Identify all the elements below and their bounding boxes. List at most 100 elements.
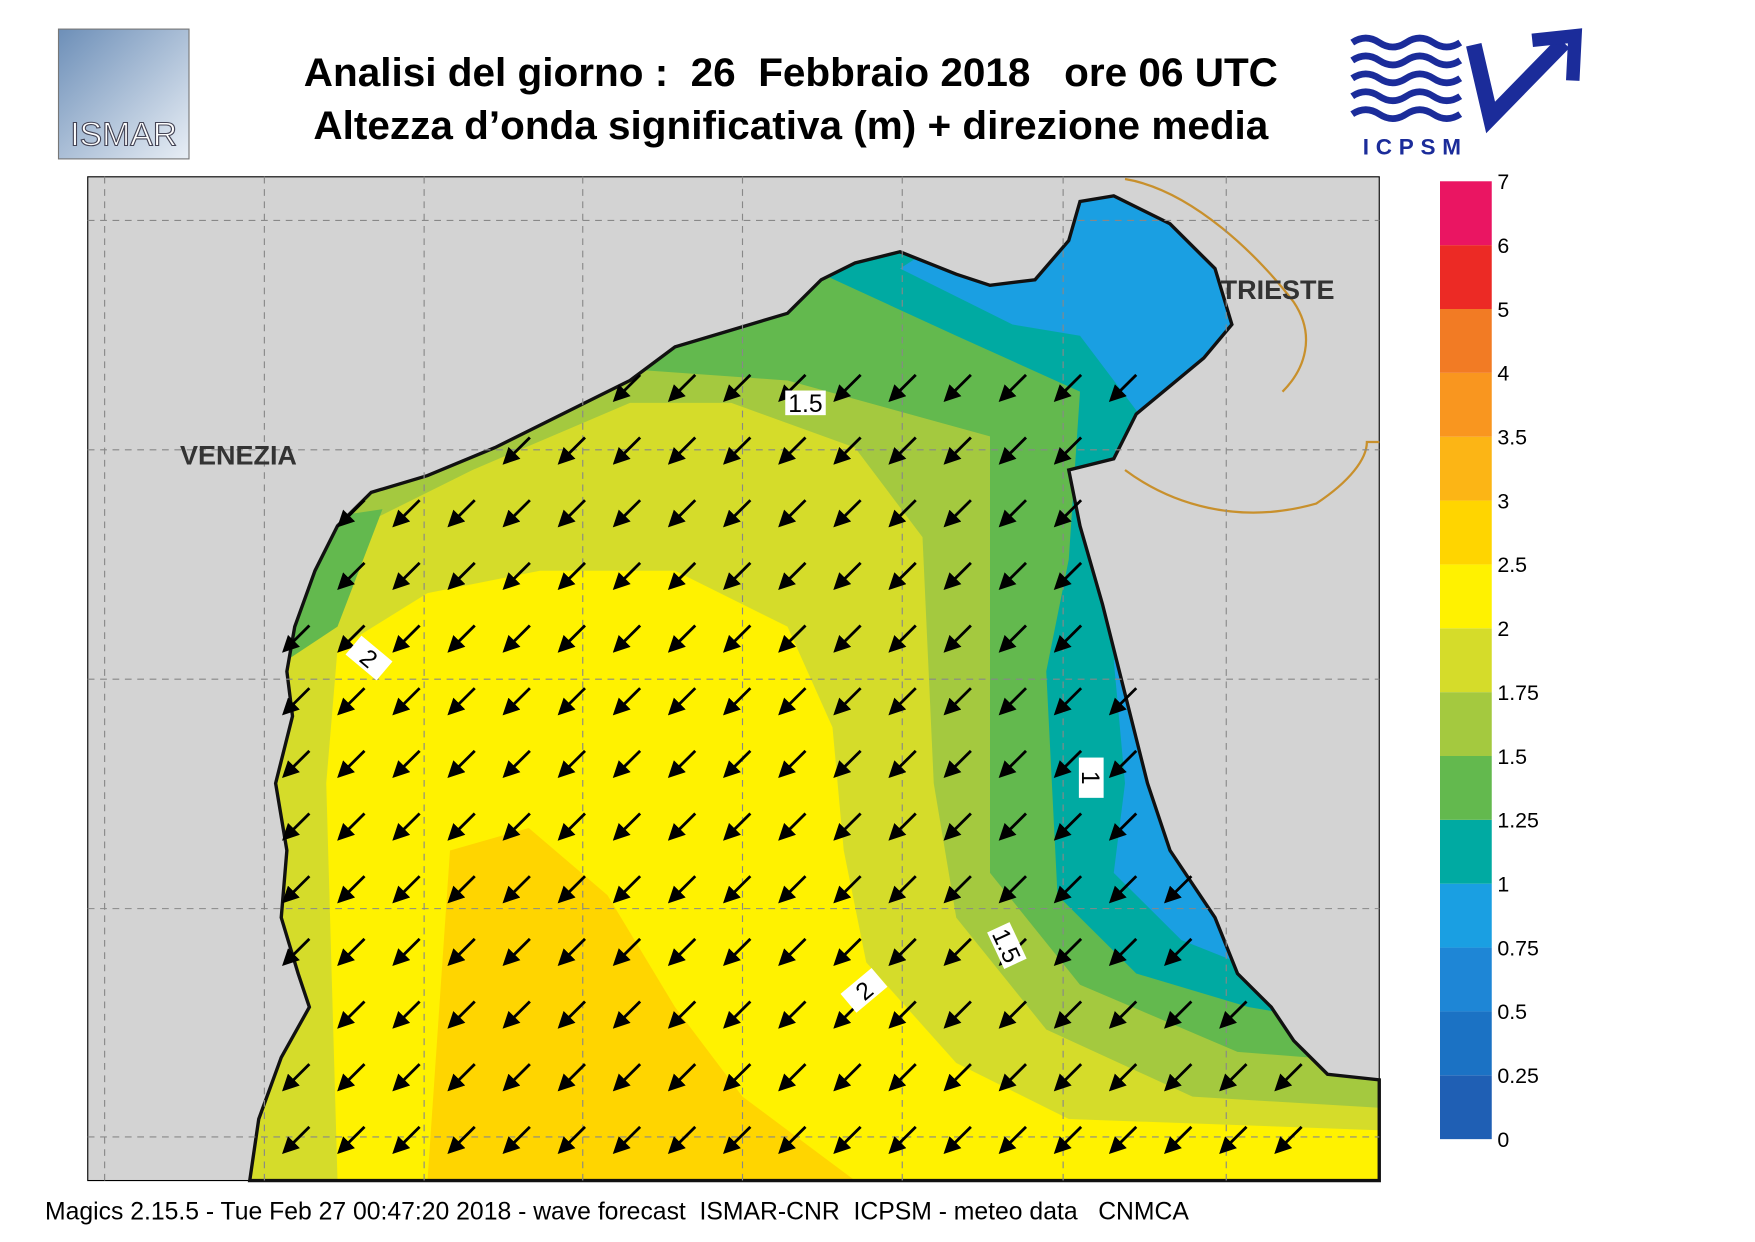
arrow [557, 1125, 586, 1155]
arrow [667, 937, 697, 967]
arrow [1053, 499, 1083, 528]
arrow [1219, 1125, 1248, 1155]
arrow [1219, 1063, 1248, 1092]
arrow [943, 373, 972, 403]
arrow [557, 812, 586, 841]
colorbar-tick-label: 7 [1497, 170, 1509, 194]
arrow [778, 499, 807, 528]
arrow [723, 687, 752, 716]
arrow [943, 1000, 972, 1029]
arrow [282, 687, 311, 716]
arrow [833, 749, 862, 779]
arrow [1053, 436, 1083, 465]
arrow [392, 1063, 421, 1092]
arrow [1053, 1000, 1083, 1029]
arrow [1053, 1125, 1083, 1155]
arrow [723, 1063, 752, 1092]
colorbar-cell [1440, 245, 1492, 309]
arrow [1164, 937, 1193, 967]
contour-label-bg [345, 635, 393, 681]
arrow [612, 624, 642, 653]
colorbar-cell [1440, 564, 1492, 629]
colorbar-tick-label: 0.5 [1497, 1000, 1527, 1024]
arrow [447, 937, 476, 967]
arrow [337, 812, 366, 841]
arrow [1108, 373, 1138, 403]
arrow [833, 1063, 862, 1092]
arrow [723, 436, 752, 465]
arrow [667, 499, 697, 528]
arrow [337, 1125, 366, 1155]
arrow [557, 687, 586, 716]
colorbar-tick-label: 2.5 [1497, 553, 1527, 577]
arrow [1164, 1000, 1193, 1029]
arrow [888, 1063, 917, 1092]
arrow [833, 1125, 862, 1155]
contour-label-bg [987, 922, 1027, 970]
arrow [998, 812, 1027, 841]
colorbar-cell [1440, 1075, 1492, 1140]
arrow [998, 875, 1027, 904]
arrow [1108, 875, 1138, 904]
arrow [778, 561, 807, 591]
arrow [888, 1125, 917, 1155]
contour-label-bg [785, 390, 826, 416]
arrow [337, 561, 366, 591]
contour-label-text: 1 [1076, 771, 1103, 785]
arrow [612, 687, 642, 716]
arrow [888, 373, 917, 403]
arrow [1108, 749, 1138, 779]
arrow [392, 624, 421, 653]
arrow [557, 1063, 586, 1092]
arrow [723, 1000, 752, 1029]
colorbar-tick-label: 3.5 [1497, 426, 1527, 450]
arrow [282, 875, 311, 904]
arrow [943, 561, 972, 591]
arrow [612, 1063, 642, 1092]
arrow [337, 749, 366, 779]
arrow [667, 373, 697, 403]
arrow [778, 687, 807, 716]
arrow [1053, 749, 1083, 779]
arrow [612, 561, 642, 591]
arrow [667, 1125, 697, 1155]
arrow [1053, 812, 1083, 841]
arrow [282, 749, 311, 779]
arrow [282, 937, 311, 967]
colorbar-cell [1440, 500, 1492, 565]
arrow [1053, 561, 1083, 591]
arrow [557, 937, 586, 967]
arrow [282, 1125, 311, 1155]
arrow [667, 687, 697, 716]
arrow [723, 624, 752, 653]
arrow [447, 499, 476, 528]
colorbar-cell [1440, 436, 1492, 501]
subtitle: Altezza d’onda significativa (m) + direz… [313, 102, 1268, 148]
arrow [392, 875, 421, 904]
arrow [667, 875, 697, 904]
colorbar-cell [1440, 819, 1492, 884]
colorbar-tick-label: 6 [1497, 234, 1509, 258]
arrow [667, 749, 697, 779]
colorbar-cell [1440, 692, 1492, 756]
arrow [392, 1000, 421, 1029]
arrow [1164, 1063, 1193, 1092]
arrow [1164, 875, 1193, 904]
arrow [447, 1063, 476, 1092]
direction-arrows [282, 373, 1303, 1155]
arrow [337, 687, 366, 716]
arrow [833, 561, 862, 591]
arrow [502, 624, 531, 653]
arrow [447, 1125, 476, 1155]
arrow [888, 499, 917, 528]
arrow [1108, 687, 1138, 716]
arrow [392, 561, 421, 591]
contour-label-bg [1078, 757, 1104, 798]
arrow [778, 875, 807, 904]
contour-label: 2 [840, 967, 888, 1013]
arrow [1274, 1125, 1303, 1155]
arrow [502, 499, 531, 528]
colorbar: 0 0.25 0.5 0.75 1 1.25 1.5 1.75 2 2.5 3 3.5 4 5 6 7 [1440, 170, 1539, 1152]
